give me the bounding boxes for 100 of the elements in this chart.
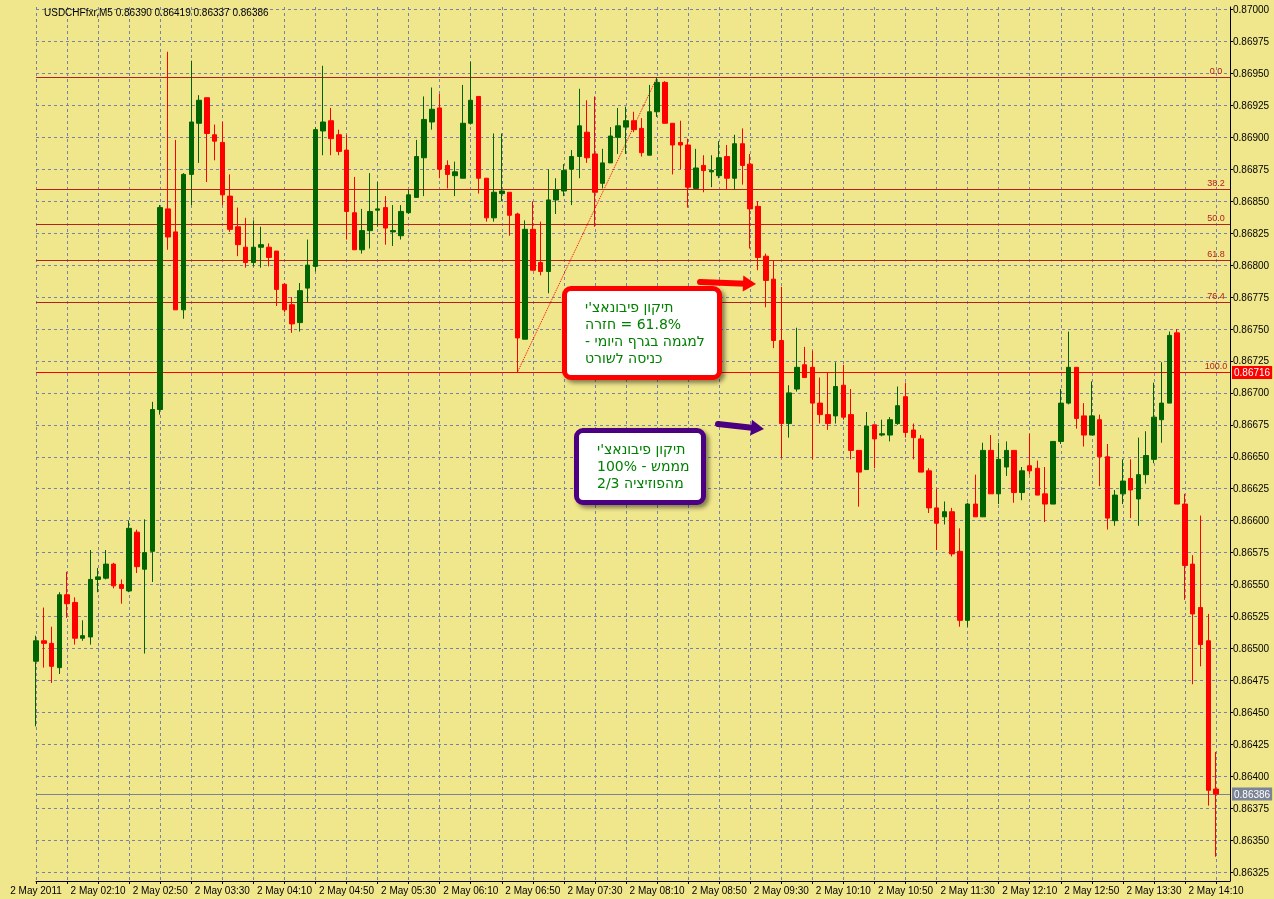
x-tick-label: 2 May 08:50: [691, 884, 748, 896]
y-tick-label: 0.86900: [1233, 131, 1270, 143]
candlestick: [647, 84, 652, 156]
candlestick: [126, 520, 132, 593]
x-tick-label: 2 May 2011: [10, 884, 63, 896]
candlestick: [72, 596, 78, 646]
candlestick: [522, 219, 528, 340]
candlestick: [437, 93, 442, 179]
y-tick-label: 0.86525: [1233, 611, 1270, 622]
candlestick: [80, 619, 85, 642]
candlestick: [243, 217, 248, 269]
candlestick: [1081, 402, 1087, 448]
y-tick-label: 0.86425: [1233, 738, 1270, 750]
candlestick: [1213, 751, 1219, 858]
x-tick-label: 2 May 07:30: [567, 884, 623, 896]
candlestick: [297, 282, 303, 333]
candlestick: [142, 518, 147, 655]
candlestick: [1190, 554, 1195, 685]
candlestick: [942, 501, 947, 525]
candlestick: [460, 84, 466, 179]
annotation: 0.0: [1209, 65, 1223, 76]
candlestick: [569, 149, 574, 206]
annotation: 76.4: [1207, 290, 1225, 301]
candlestick: [390, 204, 396, 247]
candlestick: [1019, 466, 1025, 501]
candlestick: [786, 384, 792, 439]
ref-line-label: 0.86716: [1234, 366, 1271, 378]
candlestick: [1167, 331, 1172, 404]
candlestick: [196, 94, 202, 164]
x-tick-label: 2 May 06:10: [443, 884, 499, 896]
candlestick: [903, 382, 908, 439]
x-tick-label: 2 May 08:10: [629, 884, 686, 896]
candlestick: [693, 148, 699, 189]
candlestick: [33, 635, 39, 727]
y-tick-label: 0.86925: [1233, 99, 1270, 111]
y-tick-label: 0.86850: [1233, 195, 1270, 207]
candlestick: [817, 377, 823, 425]
candlestick: [988, 434, 994, 495]
candlestick: [895, 386, 900, 426]
candlestick: [1206, 613, 1211, 807]
candlestick: [282, 282, 287, 313]
candlestick: [305, 239, 310, 303]
candlestick: [1066, 331, 1071, 405]
candlestick: [476, 95, 481, 195]
y-tick-label: 0.86500: [1233, 642, 1270, 654]
x-tick-label: 2 May 02:10: [70, 884, 127, 896]
candlestick: [181, 172, 186, 320]
candlestick: [313, 126, 318, 272]
candlestick: [212, 124, 217, 161]
y-tick-label: 0.86600: [1233, 515, 1270, 527]
candlestick: [344, 134, 349, 241]
candlestick: [452, 161, 458, 197]
candlestick: [352, 176, 357, 251]
candlestick: [1035, 460, 1040, 496]
candlestick: [1143, 430, 1149, 485]
x-tick-label: 2 May 12:50: [1064, 884, 1120, 896]
candlestick: [258, 226, 264, 269]
candlestick: [771, 259, 776, 349]
candlestick: [670, 122, 675, 175]
y-tick-label: 0.86825: [1233, 227, 1270, 239]
candlestick: [926, 467, 932, 514]
candlestick: [980, 442, 986, 518]
annotation: 38.2: [1207, 178, 1225, 189]
candlestick: [934, 488, 939, 551]
candlestick: [189, 60, 194, 206]
candlestick: [1136, 437, 1141, 527]
y-tick-label: 0.86575: [1233, 547, 1270, 559]
y-tick-label: 0.86725: [1233, 355, 1270, 367]
candlestick: [763, 253, 769, 308]
candlestick: [546, 168, 551, 294]
x-tick-label: 2 May 11:30: [940, 884, 996, 896]
candlestick: [965, 502, 970, 628]
candlestick: [678, 120, 683, 170]
y-tick-label: 0.87000: [1233, 4, 1270, 16]
y-tick-label: 0.86400: [1233, 770, 1270, 782]
candlestick: [553, 177, 559, 215]
annotation: תיקון פיבונאצ'י מממש - 100% מהפוזיציה 2/3: [597, 441, 690, 492]
candlestick: [1004, 440, 1009, 477]
candlestick: [872, 424, 877, 469]
candlestick: [165, 51, 171, 251]
candlestick: [220, 121, 225, 206]
x-tick-label: 2 May 02:50: [132, 884, 189, 896]
candlestick: [561, 163, 567, 197]
x-tick-label: 2 May 09:30: [753, 884, 810, 896]
candlestick: [577, 88, 582, 179]
candlestick: [375, 181, 380, 228]
candlestick: [1058, 388, 1064, 445]
candlestick: [662, 80, 668, 124]
candlestick: [848, 388, 854, 460]
y-tick-label: 0.86675: [1233, 419, 1270, 431]
annotation: 100.0: [1204, 360, 1228, 371]
x-tick-label: 2 May 14:10: [1188, 884, 1244, 896]
candlestick: [1042, 466, 1048, 523]
annotation: 61.8: [1207, 248, 1225, 259]
y-tick-label: 0.86350: [1233, 834, 1270, 846]
x-tick-label: 2 May 12:10: [1002, 884, 1058, 896]
y-tick-label: 0.86750: [1233, 323, 1270, 335]
candlestick: [414, 139, 419, 198]
candlestick: [608, 126, 613, 164]
y-tick-label: 0.86800: [1233, 259, 1270, 271]
